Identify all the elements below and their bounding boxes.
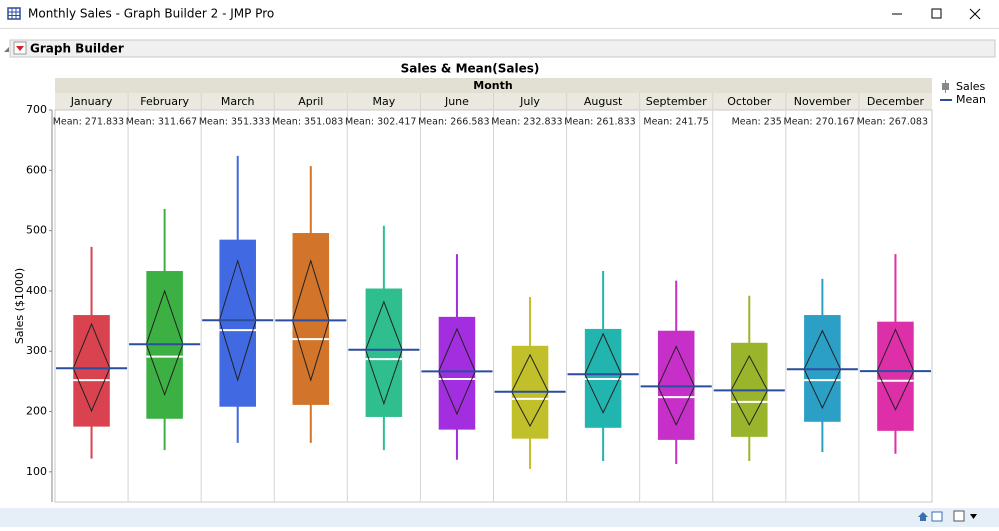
mean-label: Mean: 351.083 xyxy=(272,117,343,128)
mean-label: Mean: 266.583 xyxy=(418,117,489,128)
chart-title: Sales & Mean(Sales) xyxy=(401,62,540,76)
mean-label: Mean: 232.833 xyxy=(491,117,562,128)
red-triangle-menu[interactable] xyxy=(13,41,27,55)
box xyxy=(73,315,110,427)
month-label: December xyxy=(867,95,925,108)
mean-label: Mean: 261.833 xyxy=(564,117,635,128)
maximize-button[interactable] xyxy=(931,8,942,19)
month-label: September xyxy=(646,95,707,108)
outline-title: Graph Builder xyxy=(30,42,124,56)
y-tick-label: 700 xyxy=(26,103,47,116)
box xyxy=(365,288,403,417)
group-header xyxy=(55,78,932,93)
panel-button[interactable] xyxy=(931,511,943,522)
box xyxy=(877,321,914,431)
mean-label: Mean: 311.667 xyxy=(126,117,197,128)
box xyxy=(657,330,695,440)
month-label: August xyxy=(584,95,623,108)
y-tick-label: 300 xyxy=(26,344,47,357)
mean-label: Mean: 271.833 xyxy=(53,117,124,128)
close-button[interactable] xyxy=(969,8,981,20)
y-tick-label: 200 xyxy=(26,405,47,418)
month-label: November xyxy=(794,95,852,108)
mean-label: Mean: 302.417 xyxy=(345,117,416,128)
group-label: Month xyxy=(473,79,512,92)
mean-label: Mean: 270.167 xyxy=(784,117,855,128)
month-label: June xyxy=(444,95,469,108)
title-bar xyxy=(0,0,999,28)
outline-header xyxy=(9,39,996,58)
y-tick-label: 400 xyxy=(26,284,47,297)
window-menu[interactable] xyxy=(953,510,977,522)
month-label: October xyxy=(727,95,771,108)
month-label: March xyxy=(221,95,255,108)
y-tick-label: 500 xyxy=(26,224,47,237)
legend-label: Mean xyxy=(956,93,986,106)
legend-label: Sales xyxy=(956,80,986,93)
outline-toggle[interactable] xyxy=(4,47,9,52)
month-label: April xyxy=(298,95,323,108)
mean-label: Mean: 241.75 xyxy=(643,117,708,128)
mean-label: Mean: 351.333 xyxy=(199,117,270,128)
y-tick-label: 600 xyxy=(26,163,47,176)
home-button[interactable] xyxy=(918,512,928,521)
y-tick-label: 100 xyxy=(26,465,47,478)
month-label: February xyxy=(140,95,189,108)
y-axis-label: Sales ($1000) xyxy=(13,268,26,344)
mean-label: Mean: 235 xyxy=(732,117,782,128)
box xyxy=(438,316,476,430)
status-bar xyxy=(0,508,999,527)
mean-label: Mean: 267.083 xyxy=(857,117,928,128)
app-icon xyxy=(7,7,21,20)
month-label: May xyxy=(373,95,396,108)
window-title: Monthly Sales - Graph Builder 2 - JMP Pr… xyxy=(28,7,274,21)
month-label: July xyxy=(519,95,540,108)
month-label: January xyxy=(70,95,113,108)
